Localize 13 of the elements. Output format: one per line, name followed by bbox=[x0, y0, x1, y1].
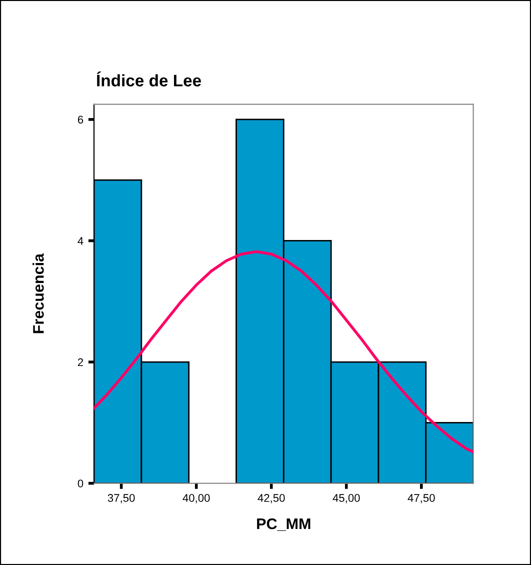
x-tick-label: 45,00 bbox=[332, 494, 360, 504]
y-axis-title: Frecuencia bbox=[32, 253, 44, 334]
y-tick-label: 2 bbox=[78, 358, 84, 366]
x-tick-label: 47,50 bbox=[408, 494, 435, 504]
y-tick-label: 4 bbox=[78, 237, 84, 245]
x-tick-label: 40,00 bbox=[182, 494, 210, 504]
x-axis-title: PC_MM bbox=[257, 518, 310, 531]
x-tick-label: 37,50 bbox=[108, 494, 135, 504]
chart-title: Índice de Lee bbox=[96, 72, 202, 86]
line-series bbox=[94, 250, 474, 454]
x-tick-label: 42,50 bbox=[258, 494, 285, 504]
y-tick-label: 0 bbox=[78, 480, 84, 488]
y-tick-label: 6 bbox=[78, 116, 84, 124]
